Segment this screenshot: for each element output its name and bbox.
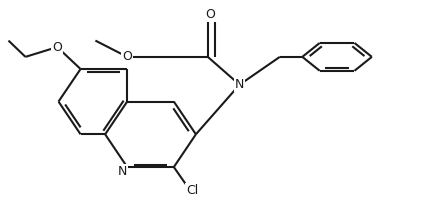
Text: O: O <box>122 50 132 63</box>
Text: N: N <box>235 78 244 91</box>
Text: N: N <box>117 166 127 178</box>
Text: O: O <box>205 8 215 21</box>
Text: O: O <box>52 41 62 53</box>
Text: Cl: Cl <box>186 184 198 197</box>
